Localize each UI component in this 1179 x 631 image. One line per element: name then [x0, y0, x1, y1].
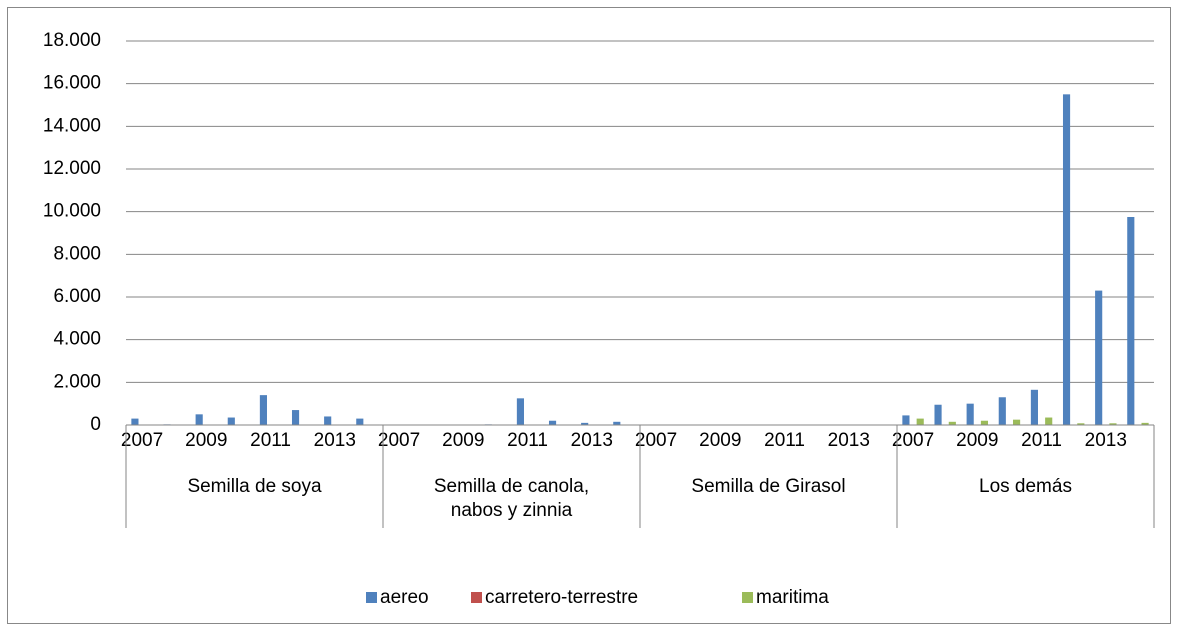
x-tick-label: 2013 [571, 430, 613, 451]
x-tick-label: 2013 [828, 430, 870, 451]
bar [980, 420, 989, 425]
bar [934, 404, 942, 425]
bar [1062, 94, 1071, 425]
x-tick-label: 2007 [378, 430, 420, 451]
y-tick-label: 18.000 [43, 30, 101, 51]
x-tick-label: 2011 [1021, 430, 1062, 451]
x-tick-label: 2007 [892, 430, 934, 451]
x-tick-label: 2009 [442, 430, 484, 451]
bar [291, 410, 300, 425]
bar [916, 418, 924, 425]
bar [1127, 217, 1135, 425]
legend-label: maritima [756, 587, 829, 608]
y-tick-label: 0 [90, 414, 101, 435]
bar [548, 420, 557, 425]
x-tick-label: 2011 [507, 430, 548, 451]
legend-swatch [471, 592, 482, 603]
bar [998, 397, 1006, 425]
bar [1077, 423, 1085, 425]
legend-swatch [366, 592, 377, 603]
legend-label: aereo [380, 587, 429, 608]
x-tick-label: 2007 [121, 430, 163, 451]
x-tick-label: 2007 [635, 430, 677, 451]
y-tick-label: 4.000 [53, 329, 101, 350]
group-label: Semilla de soya [187, 476, 322, 497]
x-tick-label: 2011 [250, 430, 291, 451]
x-tick-label: 2011 [764, 430, 805, 451]
bar [966, 403, 974, 425]
bar [613, 421, 621, 425]
legend-swatch [742, 592, 753, 603]
chart-border [7, 7, 1171, 624]
y-tick-label: 6.000 [53, 286, 101, 307]
bar [516, 398, 524, 425]
bar [356, 418, 364, 425]
bar [1045, 417, 1053, 425]
bar [902, 415, 910, 425]
x-tick-label: 2009 [956, 430, 998, 451]
bar [324, 416, 332, 425]
y-tick-label: 2.000 [53, 371, 101, 392]
bar [1013, 419, 1021, 425]
y-tick-label: 12.000 [43, 158, 101, 179]
bar [948, 421, 956, 425]
bar [581, 422, 589, 425]
y-tick-label: 8.000 [53, 243, 101, 264]
bar [1095, 290, 1103, 425]
group-label: Los demás [979, 476, 1072, 497]
bar [195, 414, 203, 425]
bar [1030, 389, 1038, 425]
x-tick-label: 2013 [314, 430, 356, 451]
x-tick-label: 2009 [699, 430, 741, 451]
bar [1109, 423, 1117, 425]
group-label: Semilla de Girasol [691, 476, 846, 497]
bar [131, 418, 139, 425]
group-label: Semilla de canola, nabos y zinnia [433, 476, 590, 521]
x-tick-label: 2009 [185, 430, 227, 451]
bar [227, 417, 235, 425]
y-tick-label: 10.000 [43, 201, 101, 222]
legend-label: carretero-terrestre [485, 587, 638, 608]
y-tick-label: 16.000 [43, 73, 101, 94]
bar [1141, 422, 1149, 425]
y-tick-label: 14.000 [43, 115, 101, 136]
bar [259, 395, 267, 425]
x-tick-label: 2013 [1085, 430, 1127, 451]
